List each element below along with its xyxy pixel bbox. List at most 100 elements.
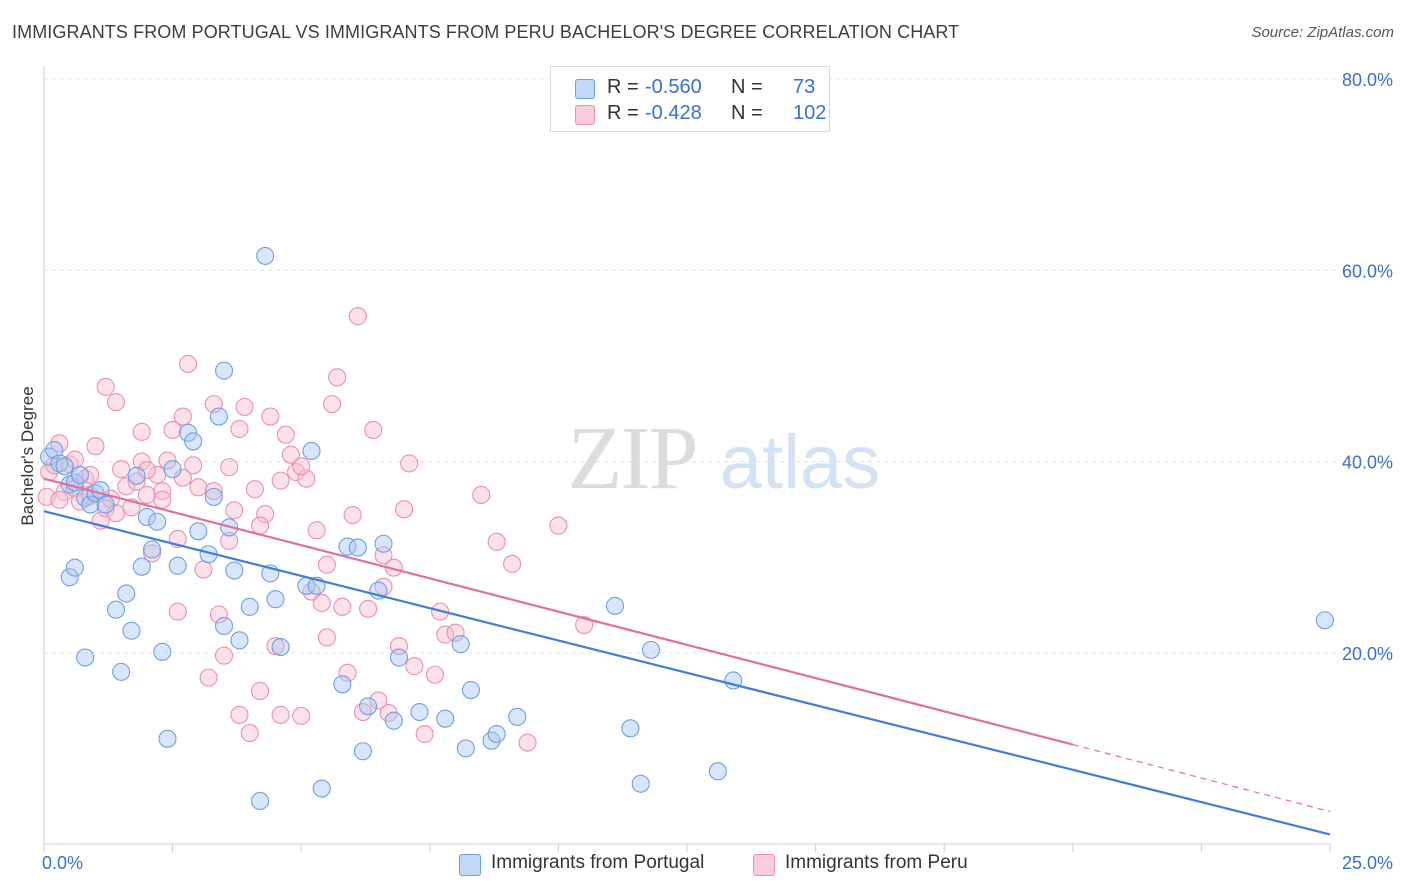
peru-point: [112, 460, 131, 479]
series-peru-points: [37, 307, 594, 752]
peru-point: [178, 354, 198, 374]
peru-point: [503, 554, 522, 573]
peru-point: [225, 501, 244, 520]
portugal-point: [374, 534, 393, 553]
portugal-point: [230, 631, 249, 650]
peru-point: [184, 456, 203, 475]
peru-point: [96, 377, 115, 396]
portugal-point: [240, 597, 259, 616]
peru-point: [199, 668, 218, 687]
portugal-point: [153, 642, 172, 661]
peru-point: [256, 505, 275, 524]
y-tick-label: 20.0%: [1342, 644, 1393, 664]
peru-point: [230, 419, 249, 439]
correlation-legend: R = -0.560 N = 73 R = -0.428 N = 102: [550, 66, 830, 132]
peru-point: [307, 521, 326, 540]
peru-point: [245, 480, 264, 499]
source-label: Source: ZipAtlas.com: [1251, 24, 1394, 41]
peru-legend-swatch: [753, 854, 775, 876]
peru-point: [235, 397, 254, 417]
peru-point: [173, 407, 192, 426]
peru-point: [353, 702, 372, 722]
y-tick-label: 60.0%: [1342, 261, 1393, 281]
portugal-point: [65, 558, 84, 577]
peru-point: [127, 472, 146, 491]
peru-point: [271, 471, 290, 490]
axes: [43, 66, 1331, 852]
peru-point: [250, 516, 270, 535]
peru-point: [204, 482, 223, 501]
peru-point: [220, 458, 239, 477]
peru-trend-extension: [1072, 743, 1331, 813]
portugal-point: [1315, 611, 1334, 630]
portugal-point: [50, 454, 69, 473]
y-axis-label: Bachelor's Degree: [18, 386, 37, 526]
peru-point: [209, 605, 228, 624]
peru-point: [168, 602, 187, 621]
portugal-point: [55, 457, 74, 476]
portugal-point: [250, 791, 270, 811]
peru-point: [142, 544, 162, 563]
portugal-point: [461, 680, 481, 700]
peru-point: [86, 437, 105, 456]
peru-point: [240, 724, 259, 743]
peru-point: [575, 615, 594, 635]
peru-point: [163, 420, 182, 439]
peru-point: [333, 597, 352, 616]
watermark-zip: ZIP: [568, 409, 697, 508]
portugal-trend-line: [43, 510, 1331, 836]
portugal-point: [137, 507, 156, 527]
portugal-point: [163, 460, 182, 479]
peru-point: [338, 663, 357, 682]
portugal-point: [214, 361, 234, 380]
peru-point: [400, 454, 419, 473]
portugal-point: [204, 487, 223, 506]
peru-point: [81, 465, 100, 484]
portugal-point: [436, 709, 455, 728]
y-tick-label: 80.0%: [1342, 70, 1393, 90]
y-tick-label: 40.0%: [1342, 453, 1393, 473]
portugal-point: [333, 675, 352, 694]
peru-point: [343, 505, 362, 525]
peru-point: [189, 478, 208, 497]
portugal-point: [410, 702, 429, 722]
portugal-point: [106, 600, 126, 619]
peru-point: [96, 499, 115, 518]
peru-point: [132, 422, 151, 441]
peru-point: [230, 705, 249, 724]
portugal-point: [384, 711, 403, 730]
portugal-point: [621, 719, 640, 738]
portugal-point: [158, 729, 177, 748]
peru-point: [132, 452, 151, 471]
peru-swatch: [575, 105, 595, 125]
peru-point: [194, 560, 213, 579]
portugal-point: [112, 662, 131, 681]
peru-point: [220, 531, 239, 550]
portugal-point: [225, 561, 244, 580]
peru-point: [323, 395, 342, 414]
peru-point: [317, 555, 336, 574]
peru-point: [50, 490, 69, 509]
trend-lines: [43, 477, 1331, 836]
peru-point: [359, 599, 378, 618]
r-value: -0.560: [645, 76, 702, 98]
portugal-point: [302, 441, 321, 461]
peru-legend-label: Immigrants from Peru: [785, 852, 968, 873]
portugal-point: [312, 779, 331, 798]
x-tick-label: 0.0%: [42, 853, 83, 873]
r-label: R =: [607, 102, 639, 124]
portugal-point: [359, 697, 378, 716]
portugal-legend-label: Immigrants from Portugal: [491, 852, 705, 873]
peru-point: [106, 393, 126, 412]
peru-point: [395, 500, 414, 519]
portugal-point: [117, 584, 136, 603]
peru-point: [405, 657, 424, 676]
peru-point: [518, 733, 537, 752]
r-label: R =: [607, 76, 639, 98]
portugal-point: [132, 557, 151, 576]
peru-point: [549, 516, 568, 535]
y-tick-labels: 20.0% 40.0% 60.0% 80.0%: [1342, 70, 1393, 664]
portugal-point: [456, 739, 475, 758]
portugal-point: [266, 590, 285, 609]
